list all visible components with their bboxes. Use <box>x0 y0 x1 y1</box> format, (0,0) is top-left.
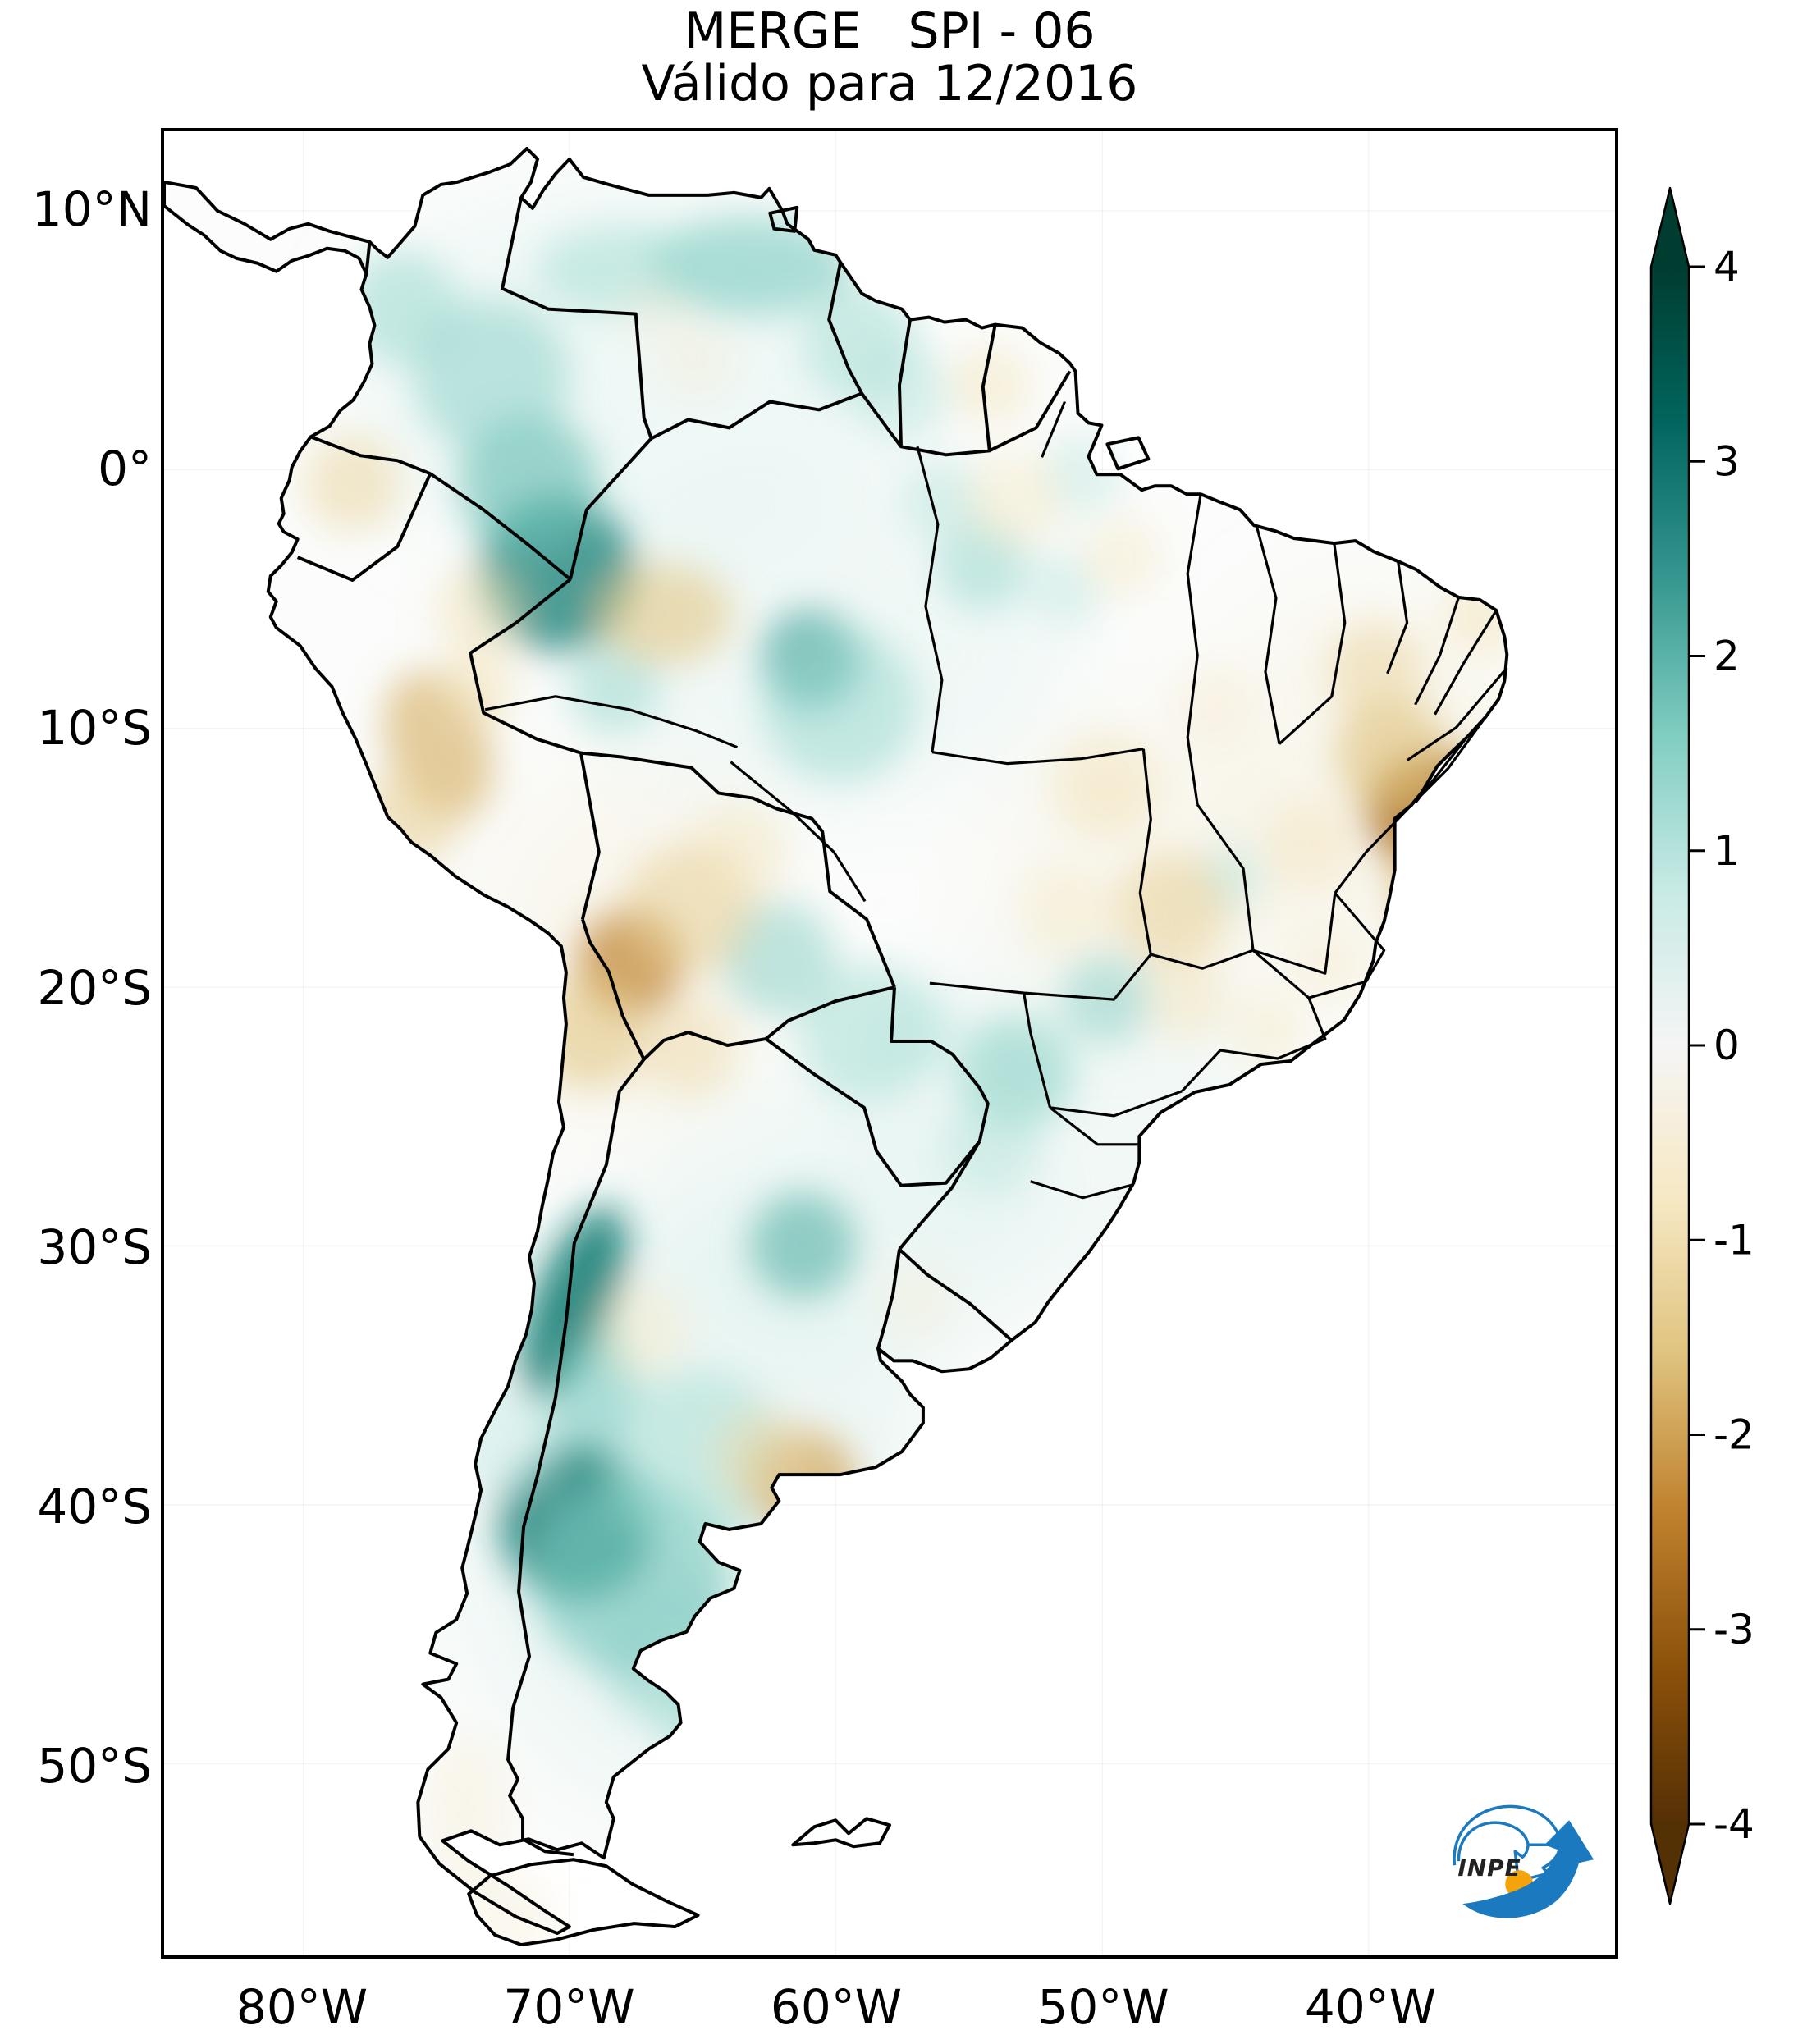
spi-anomaly-wet <box>414 299 570 455</box>
colorbar-bar <box>1649 186 1690 1905</box>
spi-anomaly-dry <box>434 565 525 656</box>
spi-anomaly-wet <box>1027 553 1102 627</box>
lat-tick-label: 10°N <box>31 181 152 237</box>
tierra-del-fuego-island <box>467 1858 700 1947</box>
spi-anomaly-wet <box>900 459 983 542</box>
colorbar-tick-label: 0 <box>1713 1022 1740 1069</box>
colorbar-tick-label: -2 <box>1713 1411 1755 1459</box>
colorbar-tick-label: 1 <box>1713 827 1740 875</box>
spi-anomaly-dry <box>597 1283 689 1374</box>
lon-tick-label: 60°W <box>770 1979 903 2035</box>
spi-anomaly-dry <box>622 278 689 345</box>
lat-tick-label: 40°S <box>37 1479 152 1534</box>
spi-anomaly-dry <box>1146 958 1229 1041</box>
spi-anomaly-dry <box>638 999 738 1098</box>
state-borders <box>484 400 1508 1200</box>
spi-anomaly-dry <box>848 192 922 267</box>
spi-anomaly-dry <box>1326 622 1425 721</box>
map-axes: INPE <box>161 128 1618 1959</box>
spi-anomaly-dry <box>659 323 734 398</box>
lat-tick-label: 20°S <box>37 959 152 1016</box>
spi-anomaly-dry <box>1081 516 1164 598</box>
colorbar-tick-label: 4 <box>1713 243 1740 290</box>
coastline <box>164 146 1509 1947</box>
spi-anomaly-wet <box>655 1646 787 1778</box>
title-line-2: Válido para 12/2016 <box>641 55 1138 112</box>
title-line-1: MERGE SPI - 06 <box>684 2 1096 60</box>
lon-tick-label: 40°W <box>1304 1979 1437 2035</box>
spi-anomaly-wet <box>606 1368 787 1548</box>
lat-tick-label: 50°S <box>37 1738 152 1795</box>
logo-swoosh-arrow <box>1462 1820 1594 1918</box>
spi-anomaly-dry <box>1265 798 1356 889</box>
logo-outer-arc <box>1453 1804 1562 1866</box>
colorbar-tick-label: 3 <box>1713 437 1740 485</box>
spi-anomaly-dry <box>303 434 402 533</box>
colorbar-tick-label: 2 <box>1713 633 1740 680</box>
inpe-logo-icon: INPE <box>1438 1795 1594 1927</box>
country-borders <box>296 197 1072 1857</box>
spi-anomaly-wet <box>872 987 963 1077</box>
spi-anomaly-dry <box>688 803 787 902</box>
spi-anomaly-wet <box>451 1384 565 1500</box>
lon-tick-label: 80°W <box>236 1979 368 2035</box>
logo-inner-arc <box>1457 1821 1530 1862</box>
lon-tick-label: 50°W <box>1037 1979 1169 2035</box>
spi-anomaly-dry <box>1019 864 1110 955</box>
spi-anomaly-dry <box>949 344 1032 427</box>
spi-anomaly-dry <box>1445 578 1507 652</box>
colorbar-tick-label: -1 <box>1713 1216 1755 1264</box>
lon-tick-label: 70°W <box>503 1979 635 2035</box>
spi-anomaly-dry <box>966 450 1065 550</box>
marajo-island <box>1105 436 1151 471</box>
spi-anomaly-wet <box>941 1097 1041 1196</box>
south-america-map: INPE <box>164 131 1615 1955</box>
trinidad-island <box>768 205 799 233</box>
logo-text: INPE <box>1457 1854 1521 1882</box>
colorbar-tick-label: -3 <box>1713 1606 1755 1653</box>
colorbar-ticks: 4 3 2 1 0 -1 -2 -3 -4 <box>1689 243 1755 1848</box>
falkland-islands <box>791 1817 891 1849</box>
spi-anomaly-dry <box>1334 696 1450 812</box>
spi-anomaly-dry <box>593 564 734 665</box>
spi-anomaly-dry <box>1390 834 1493 936</box>
lat-tick-label: 10°S <box>37 700 152 757</box>
spi-anomaly-wet <box>762 626 917 783</box>
spi-anomaly-wet <box>749 1191 857 1299</box>
spi-anomaly-dry <box>1233 995 1306 1069</box>
spi-anomaly-dry <box>1114 852 1229 967</box>
colorbar: 4 3 2 1 0 -1 -2 -3 -4 <box>1649 186 1755 1905</box>
spi-anomaly-wet <box>520 1206 627 1399</box>
spi-anomaly-dry <box>1171 663 1253 746</box>
lat-tick-label: 0° <box>98 441 152 497</box>
spi-anomaly-dry <box>712 1409 812 1507</box>
spi-anomaly-dry <box>881 1265 954 1340</box>
lat-tick-label: 30°S <box>37 1219 152 1275</box>
colorbar-tick-label: -4 <box>1713 1800 1755 1848</box>
spi-anomaly-dry <box>434 647 517 729</box>
chart-title: MERGE SPI - 06 Válido para 12/2016 <box>80 5 1699 110</box>
